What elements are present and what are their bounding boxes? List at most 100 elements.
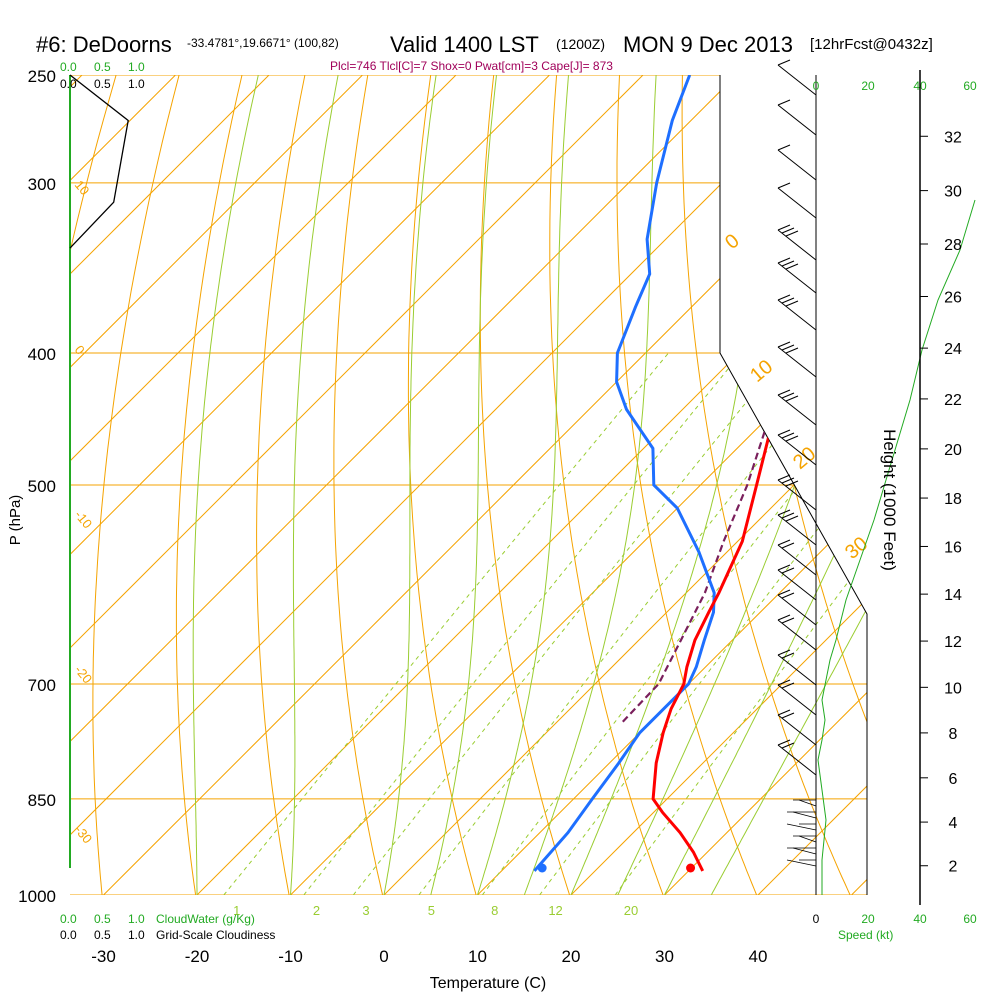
stability-indices: Plcl=746 Tlcl[C]=7 Shox=0 Pwat[cm]=3 Cap…: [330, 59, 613, 73]
dry-adiabat: [681, 75, 865, 895]
wind-barb-flag: [777, 144, 791, 151]
wind-barb-flag: [781, 432, 795, 439]
dewpoint-trace: [533, 75, 716, 872]
dry-adiabat-label: 0: [72, 342, 88, 357]
wind-barb: [777, 294, 817, 331]
wind-barb: [777, 59, 817, 96]
wind-barb-flag: [777, 389, 791, 396]
wind-barb-flag: [781, 742, 795, 749]
isotherm-line: [70, 75, 682, 895]
wind-barb: [777, 224, 817, 261]
cloud-profile: 0.0 0.5 1.0 0.0 0.5 1.0 0.0 0.5 1.0 0.0 0.5 1.0 Clou…: [60, 60, 275, 942]
wind-barb-flag: [777, 649, 791, 656]
wind-barb: [777, 182, 817, 219]
isotherm-line: [70, 75, 589, 895]
cloudwater-tick-top: 1.0: [128, 60, 145, 74]
isotherm-line: [70, 75, 495, 895]
cloudiness-tick-bottom: 0.5: [94, 928, 111, 942]
wind-barb-staff: [777, 149, 817, 181]
wind-barb-staff: [777, 346, 817, 378]
mixing-ratio-label: 8: [491, 903, 498, 918]
temperature-tick-label: 30: [655, 947, 674, 966]
wind-barb-flag: [777, 294, 791, 301]
wind-barb-low: [786, 859, 817, 867]
isotherm-label: 10: [746, 356, 777, 387]
wind-barb-staff: [777, 479, 817, 511]
zulu-time: (1200Z): [556, 36, 605, 52]
wind-barb-flag: [785, 435, 799, 442]
wind-barb-flag: [781, 512, 795, 519]
plot-outline: [719, 75, 868, 895]
dry-adiabat: [744, 75, 867, 895]
mixing-ratio-line: [418, 352, 846, 895]
wind-barb-low: [798, 799, 817, 807]
wind-barb: [777, 709, 817, 746]
mixing-ratio-label: 1: [233, 903, 240, 918]
wind-barb-flag: [777, 614, 791, 621]
wind-barb-flag: [781, 477, 795, 484]
dry-adiabat: [549, 75, 675, 895]
wind-barb-staff: [777, 619, 817, 651]
wind-barb-flag: [781, 542, 795, 549]
cloudwater-label: CloudWater (g/Kg): [156, 912, 255, 926]
height-tick-label: 2: [949, 859, 958, 876]
wind-barb-staff: [777, 229, 817, 261]
height-tick-label: 22: [944, 392, 962, 409]
wind-barb-flag: [777, 182, 791, 189]
dry-adiabat: [333, 75, 391, 895]
wind-barb: [777, 564, 817, 601]
cloudwater-tick-bottom: 0.0: [60, 912, 77, 926]
dry-adiabat: [994, 51, 1000, 924]
cloudiness-label: Grid-Scale Cloudiness: [156, 928, 275, 942]
wind-barb-flag: [781, 617, 795, 624]
pressure-tick-label: 300: [28, 175, 56, 194]
height-tick-label: 24: [944, 341, 962, 358]
cloudiness-tick-top: 1.0: [128, 77, 145, 91]
dry-adiabat: [932, 51, 1000, 924]
isotherm-line: [70, 75, 867, 895]
mixing-ratio-label: 20: [624, 903, 638, 918]
height-tick-label: 32: [944, 129, 962, 146]
station-title: #6: DeDoorns: [36, 32, 172, 57]
height-tick-label: 8: [949, 726, 958, 743]
speed-tick-bottom: 20: [861, 912, 875, 926]
height-tick-label: 6: [949, 771, 958, 788]
wind-barb: [777, 429, 817, 466]
isotherm-line: [70, 75, 308, 895]
wind-barb-flag: [777, 539, 791, 546]
mixing-ratio-label: 2: [313, 903, 320, 918]
isotherm-line: [70, 75, 215, 895]
dry-adiabat-label: -10: [72, 507, 96, 531]
moist-adiabat: [523, 75, 657, 895]
temperature-trace: [651, 75, 846, 872]
wind-barb-flag: [781, 392, 795, 399]
moist-adiabat: [664, 75, 867, 895]
wind-barb-flag: [777, 474, 791, 481]
wind-barb-flag: [781, 227, 795, 234]
mixing-ratio-label: 5: [428, 903, 435, 918]
wind-barb-staff: [777, 262, 817, 294]
wind-barb: [777, 614, 817, 651]
wind-barb-staff: [777, 299, 817, 331]
temperature-axis-label: Temperature (C): [430, 975, 546, 992]
wind-barb-flag: [781, 260, 795, 267]
pressure-axis-label: P (hPa): [7, 495, 24, 546]
dry-adiabat-label: -20: [72, 662, 96, 686]
wind-barb-staff: [777, 104, 817, 136]
pressure-tick-label: 500: [28, 477, 56, 496]
wind-barb-flag: [785, 347, 799, 354]
mixing-ratio-line: [614, 352, 867, 895]
wind-barb: [777, 649, 817, 686]
speed-tick-bottom: 40: [913, 912, 927, 926]
wind-barb-flag: [781, 652, 795, 659]
height-axis-label: Height (1000 Feet): [880, 429, 899, 571]
wind-barb-flag: [785, 263, 799, 270]
wind-barb-flag: [777, 224, 791, 231]
wind-barb-low: [798, 835, 817, 843]
wind-barb-flag: [777, 257, 791, 264]
temperature-tick-label: 0: [379, 947, 388, 966]
wind-barb-flag: [777, 589, 791, 596]
